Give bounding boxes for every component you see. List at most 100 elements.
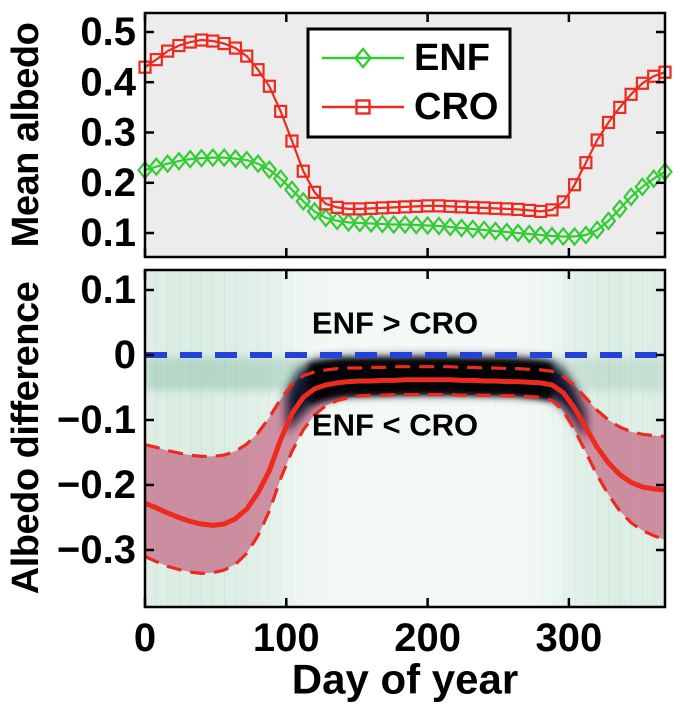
- density-column: [371, 271, 383, 606]
- diamond-marker: [397, 214, 413, 235]
- top-ytick-label: 0.4: [80, 60, 136, 104]
- density-column: [348, 271, 361, 606]
- diamond-marker: [510, 223, 526, 243]
- density-column: [619, 271, 632, 606]
- square-marker: [251, 63, 265, 77]
- diamond-marker: [261, 159, 278, 180]
- diamond-marker: [295, 191, 312, 212]
- legend-diamond-marker: [353, 47, 373, 69]
- square-marker: [262, 79, 276, 93]
- square-marker: [590, 133, 604, 147]
- bottom-y-axis-title: Albedo difference: [5, 282, 47, 594]
- top-ytick-label: 0.2: [80, 161, 136, 205]
- density-column: [518, 271, 530, 606]
- density-column: [303, 271, 316, 606]
- density-column: [156, 271, 169, 606]
- density-column: [416, 271, 429, 606]
- square-marker: [274, 104, 288, 118]
- diamond-marker: [476, 220, 493, 240]
- annotation-enf-lt-cro: ENF < CRO: [312, 408, 478, 443]
- density-column: [461, 271, 474, 606]
- legend-frame: [306, 27, 512, 139]
- xtick-label: 300: [536, 616, 603, 660]
- density-subzero-band: [145, 357, 304, 391]
- density-column: [529, 271, 542, 606]
- diamond-marker: [442, 217, 459, 237]
- density-column: [269, 271, 282, 606]
- density-column: [631, 271, 643, 606]
- square-marker: [240, 49, 254, 63]
- diamond-marker: [272, 168, 289, 189]
- density-column: [472, 271, 485, 606]
- upper-ci-line: [145, 365, 665, 458]
- density-column: [246, 271, 259, 606]
- diamond-marker: [329, 211, 346, 231]
- density-column: [393, 271, 406, 606]
- diamond-marker: [385, 214, 402, 235]
- diamond-marker: [600, 211, 617, 231]
- diamond-marker: [430, 216, 447, 236]
- density-column: [212, 271, 225, 606]
- density-column: [292, 271, 304, 606]
- diamond-marker: [623, 187, 640, 207]
- bottom-ytick-label: 0.1: [80, 268, 136, 312]
- x-axis-title: Day of year: [292, 656, 518, 703]
- density-column: [337, 271, 349, 606]
- bottom-ytick-label: −0.3: [57, 528, 136, 572]
- square-marker: [296, 164, 310, 178]
- diamond-marker: [227, 148, 244, 169]
- density-column: [235, 271, 248, 606]
- xtick-label: 0: [134, 616, 156, 660]
- square-marker: [635, 76, 649, 90]
- density-column: [540, 271, 553, 606]
- bottom-panel-frame: [143, 268, 667, 609]
- density-column: [450, 271, 462, 606]
- diamond-marker: [238, 150, 255, 170]
- diamond-marker: [487, 221, 504, 241]
- xtick-label: 200: [394, 616, 461, 660]
- bottom-ytick-label: 0: [114, 333, 136, 377]
- legend-label-enf: ENF: [414, 37, 490, 79]
- density-column: [190, 271, 202, 606]
- diamond-marker: [645, 168, 662, 189]
- diamond-marker: [464, 219, 481, 239]
- diamond-marker: [453, 218, 470, 238]
- axis-ticks: [143, 13, 665, 607]
- density-column: [506, 271, 519, 606]
- bottom-ytick-label: −0.2: [57, 463, 136, 507]
- square-marker: [228, 41, 243, 55]
- density-column: [280, 271, 293, 606]
- series-line-enf: [145, 156, 665, 238]
- density-column: [427, 271, 440, 606]
- diamond-marker: [193, 148, 210, 168]
- diamond-marker: [216, 147, 233, 168]
- diamond-marker: [419, 215, 436, 236]
- legend-marks: [322, 47, 404, 115]
- square-marker: [613, 100, 627, 114]
- diamond-marker: [306, 201, 323, 222]
- diamond-marker: [611, 199, 628, 219]
- square-marker: [149, 53, 163, 67]
- density-column: [258, 271, 270, 606]
- diamond-marker: [634, 177, 651, 197]
- diamond-marker: [351, 213, 368, 233]
- density-column: [201, 271, 214, 606]
- square-marker: [285, 134, 299, 148]
- diamond-marker: [374, 214, 391, 234]
- diamond-marker: [544, 226, 560, 246]
- square-marker: [545, 203, 559, 217]
- confidence-band: [145, 366, 665, 574]
- square-marker: [624, 87, 638, 101]
- top-ytick-label: 0.3: [80, 111, 136, 155]
- diamond-marker: [250, 153, 266, 174]
- lower-ci-line: [145, 393, 665, 576]
- density-column: [653, 271, 665, 606]
- density-column: [642, 271, 655, 606]
- diamond-marker: [408, 215, 425, 235]
- density-column: [552, 271, 564, 606]
- density-column: [382, 271, 395, 606]
- density-column: [167, 271, 180, 606]
- square-marker: [579, 156, 593, 170]
- density-column: [314, 271, 327, 606]
